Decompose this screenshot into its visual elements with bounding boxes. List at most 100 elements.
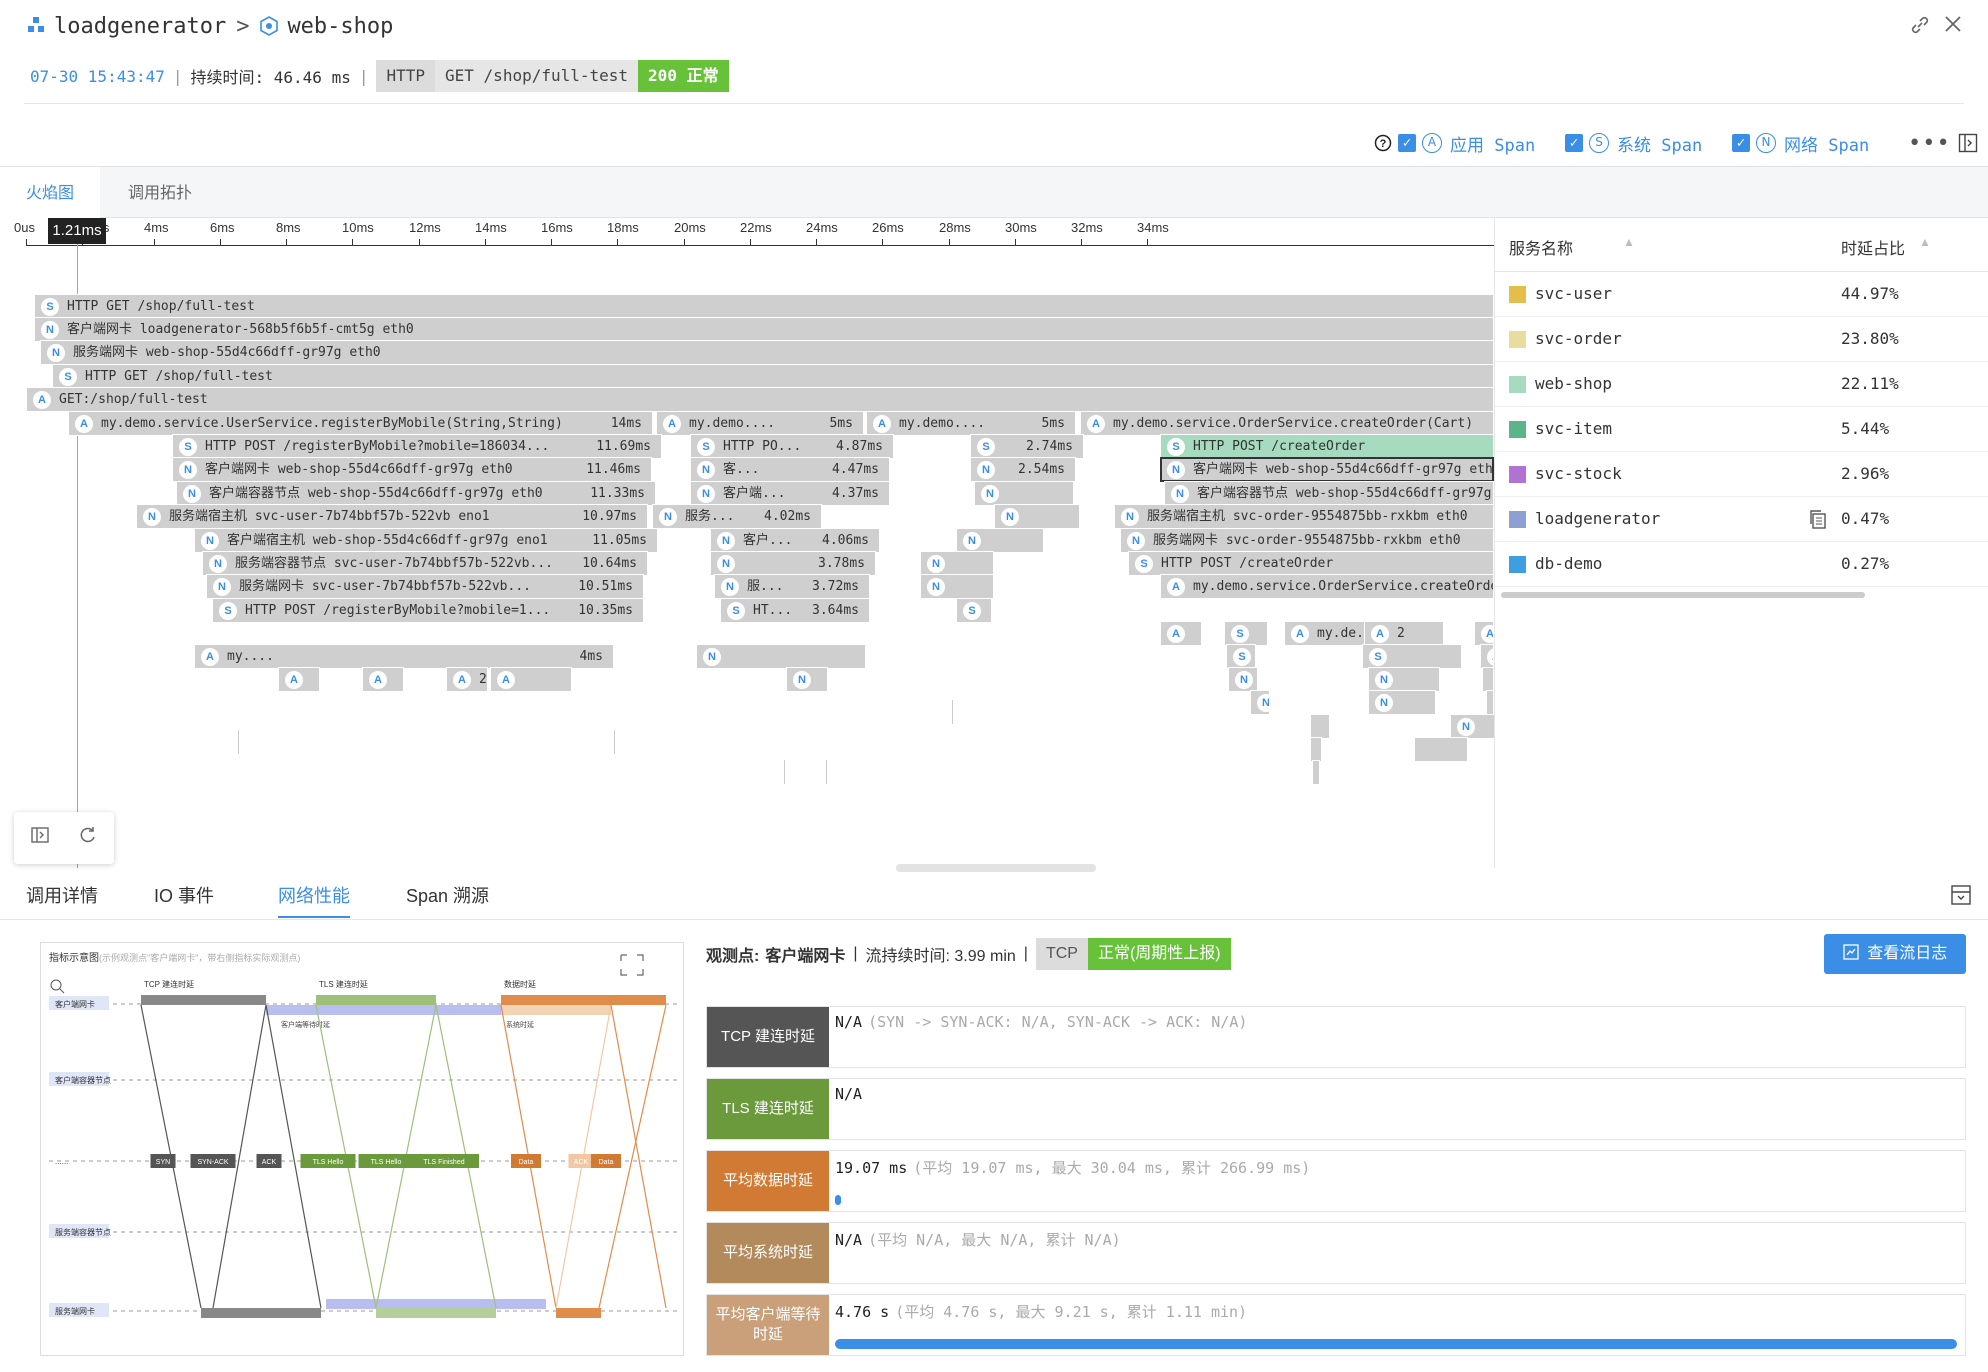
fit-view-icon[interactable] <box>26 824 54 852</box>
col-latency-pct[interactable]: 时延占比 <box>1841 241 1906 258</box>
flame-span[interactable]: N 客... 4.47ms <box>690 457 890 482</box>
flame-span[interactable] <box>1310 737 1322 762</box>
flame-span[interactable]: S <box>1226 644 1256 669</box>
tab-flame-graph[interactable]: 火焰图 <box>0 167 101 218</box>
source-service[interactable]: loadgenerator <box>54 13 227 39</box>
copy-icon[interactable] <box>1807 508 1829 530</box>
checkbox-checked-icon[interactable]: ✓ <box>1732 134 1750 152</box>
flame-span[interactable]: N 服务端网卡 web-shop-55d4c66dff-gr97g eth0 <box>40 340 1494 365</box>
flame-span[interactable]: N <box>956 528 1044 553</box>
flame-span[interactable]: N <box>1368 667 1440 692</box>
service-row[interactable]: svc-order 23.80% <box>1495 317 1988 362</box>
target-service[interactable]: web-shop <box>287 13 394 39</box>
flame-span[interactable]: N 客户端网卡 web-shop-55d4c66dff-gr97g eth0 11.… <box>172 457 652 482</box>
flame-span[interactable]: Amy.demo.service.UserService.regist...10… <box>1474 621 1494 646</box>
flame-span[interactable]: S <box>1362 644 1462 669</box>
flame-span[interactable]: A <box>1480 644 1494 669</box>
flame-span[interactable]: N 客户端网卡 loadgenerator-568b5f6b5f-cmt5g et… <box>34 317 1494 342</box>
flame-span[interactable]: N 3.78ms <box>710 551 876 576</box>
tab-call-topology[interactable]: 调用拓扑 <box>128 183 193 202</box>
flame-span[interactable]: S HTTP POST /registerByMobile?mobile=1...… <box>212 598 644 623</box>
reset-icon[interactable] <box>74 824 102 852</box>
service-row[interactable]: web-shop 22.11% <box>1495 362 1988 407</box>
flame-span[interactable]: N <box>920 551 994 576</box>
panel-resize-handle[interactable] <box>896 864 1096 872</box>
service-row[interactable]: svc-item 5.44% <box>1495 407 1988 452</box>
flame-span[interactable]: N <box>696 644 866 669</box>
service-row[interactable]: svc-user 44.97% <box>1495 272 1988 317</box>
flame-span[interactable]: S <box>956 598 992 623</box>
help-icon[interactable]: ? <box>1374 130 1392 156</box>
flame-span[interactable]: N 服务端容器节点 svc-user-7b74bbf57b-522vb... 10.… <box>202 551 648 576</box>
flame-span[interactable]: A <box>278 667 320 692</box>
flame-span[interactable]: S <box>1224 621 1268 646</box>
more-icon[interactable]: ••• <box>1908 130 1951 156</box>
flame-span[interactable]: N <box>1228 667 1258 692</box>
tab-span-trace[interactable]: Span 溯源 <box>406 886 490 906</box>
collapse-panel-icon[interactable] <box>1950 884 1972 906</box>
flame-span[interactable]: N <box>1312 760 1320 785</box>
link-icon[interactable] <box>1908 14 1932 38</box>
flame-span[interactable]: A <box>1160 621 1202 646</box>
checkbox-checked-icon[interactable]: ✓ <box>1398 134 1416 152</box>
flame-span[interactable]: S HTTP POST /createOrder <box>1128 551 1494 576</box>
flame-span[interactable]: N 2.54ms <box>970 457 1076 482</box>
flame-span[interactable]: A 2ms <box>446 667 488 692</box>
flame-span[interactable]: N <box>786 667 828 692</box>
col-service-name[interactable]: 服务名称 <box>1509 241 1574 258</box>
horizontal-scrollbar[interactable] <box>1501 592 1865 598</box>
flame-span[interactable]: N 客户端容器节点 web-shop-55d4c66dff-gr97g eth0 1… <box>176 481 656 506</box>
flame-span[interactable]: S HT... 3.64ms <box>720 598 870 623</box>
toggle-network-span[interactable]: ✓ N 网络 Span <box>1732 130 1869 156</box>
sort-icon[interactable]: ▲ <box>1623 235 1635 249</box>
flame-span[interactable]: N 服务... 4.02ms <box>652 504 822 529</box>
flame-span[interactable]: N <box>920 574 994 599</box>
flame-span[interactable]: N <box>1250 690 1270 715</box>
flame-span[interactable]: A <box>362 667 404 692</box>
toggle-system-span[interactable]: ✓ S 系统 Span <box>1565 130 1702 156</box>
view-flow-log-button[interactable]: 查看流日志 <box>1824 934 1966 974</box>
flame-span[interactable]: N 客户... 4.06ms <box>710 528 880 553</box>
flame-span[interactable]: N 客户端网卡 web-shop-55d4c66dff-gr97g eth0 <box>1160 457 1494 482</box>
close-icon[interactable] <box>1941 14 1965 38</box>
flame-span[interactable]: N 客户端... 4.37ms <box>690 481 890 506</box>
flame-span[interactable]: N <box>1368 690 1436 715</box>
flame-span[interactable]: N 客户端宿主机 web-shop-55d4c66dff-gr97g eno1 11… <box>194 528 658 553</box>
flame-span[interactable]: N 客户端容器节点 web-shop-55d4c66dff-gr97g eth0 <box>1164 481 1494 506</box>
flame-span[interactable]: N <box>974 481 1074 506</box>
flame-span[interactable] <box>1482 667 1494 692</box>
tab-io-events[interactable]: IO 事件 <box>154 886 215 906</box>
flame-span[interactable]: N <box>994 504 1080 529</box>
tab-network-performance[interactable]: 网络性能 <box>278 882 350 918</box>
flame-span[interactable]: S 2.74ms <box>970 434 1084 459</box>
flame-span[interactable]: S HTTP POST /createOrder <box>1160 434 1494 459</box>
flame-span[interactable] <box>1486 690 1494 715</box>
flame-span[interactable]: N 服务端宿主机 svc-user-7b74bbf57b-522vb eno1 10… <box>136 504 648 529</box>
flame-span[interactable]: N 服务端宿主机 svc-order-9554875bb-rxkbm eth0 <box>1114 504 1494 529</box>
flame-span[interactable]: A GET:/shop/full-test <box>26 387 1494 412</box>
time-cursor[interactable] <box>77 218 78 868</box>
flame-span[interactable]: S HTTP PO... 4.87ms <box>690 434 894 459</box>
tab-call-detail[interactable]: 调用详情 <box>26 886 98 906</box>
flame-span[interactable]: N 服务端网卡 svc-order-9554875bb-rxkbm eth0 <box>1120 528 1494 553</box>
flame-span[interactable] <box>1414 737 1468 762</box>
checkbox-checked-icon[interactable]: ✓ <box>1565 134 1583 152</box>
flame-span[interactable]: S HTTP GET /shop/full-test <box>34 294 1494 319</box>
flame-span[interactable]: N 服... 3.72ms <box>714 574 870 599</box>
flame-span[interactable]: S HTTP GET /shop/full-test <box>52 364 1494 389</box>
panel-toggle-icon[interactable] <box>1958 130 1978 156</box>
toggle-app-span[interactable]: ✓ A 应用 Span <box>1398 130 1535 156</box>
flame-span[interactable]: S HTTP POST /registerByMobile?mobile=1860… <box>172 434 662 459</box>
flame-span[interactable]: A <box>490 667 572 692</box>
sort-icon[interactable]: ▲ <box>1919 235 1931 249</box>
flame-span[interactable]: N <box>1450 714 1494 739</box>
flame-span[interactable]: N 服务端网卡 svc-user-7b74bbf57b-522vb... 10.51… <box>206 574 644 599</box>
service-row[interactable]: svc-stock 2.96% <box>1495 452 1988 497</box>
